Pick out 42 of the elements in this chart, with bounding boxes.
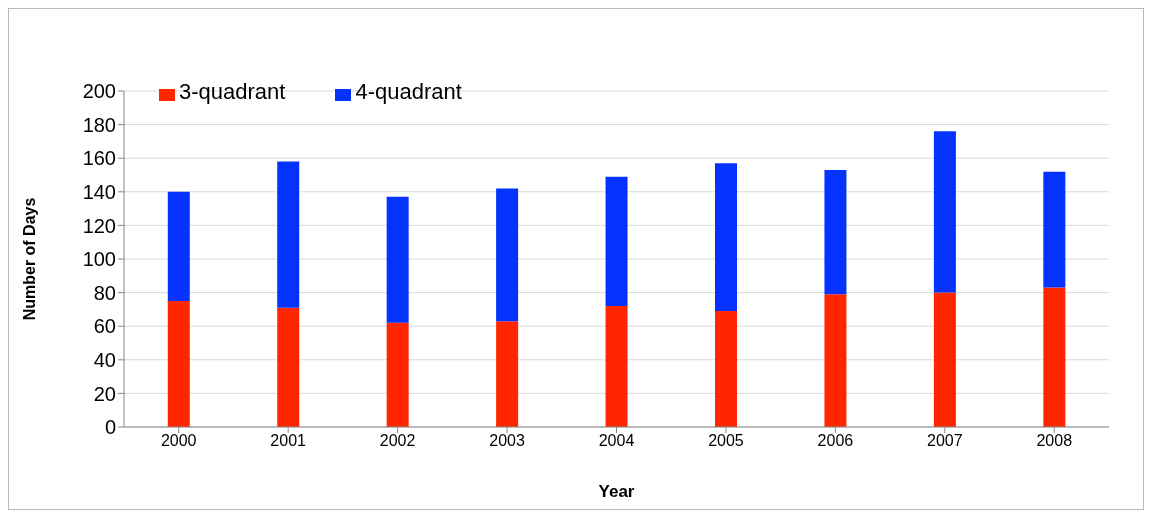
bar <box>496 188 519 322</box>
x-axis-title: Year <box>598 482 635 501</box>
bar <box>933 131 956 293</box>
bar <box>715 163 737 312</box>
bar <box>605 306 628 427</box>
y-tick-label: 200 <box>82 80 116 103</box>
y-tick-label: 20 <box>93 382 116 405</box>
y-tick-label: 120 <box>82 214 116 237</box>
y-tick-label: 60 <box>93 315 116 338</box>
bar <box>167 191 190 301</box>
legend-label: 4-quadrant <box>355 79 462 104</box>
y-tick-label: 0 <box>104 416 116 439</box>
bar <box>605 176 628 307</box>
bar <box>277 161 300 308</box>
x-tick-label: 2007 <box>927 432 963 450</box>
y-tick-label: 160 <box>82 147 116 170</box>
bar <box>824 169 847 295</box>
bar <box>1043 287 1066 427</box>
bar <box>496 321 519 427</box>
y-tick-label: 80 <box>93 281 116 304</box>
x-tick-label: 2005 <box>708 432 744 450</box>
x-tick-label: 2004 <box>598 432 635 450</box>
bar <box>933 292 956 427</box>
x-tick-label: 2003 <box>489 432 525 450</box>
bar <box>824 294 847 427</box>
bar <box>386 322 409 427</box>
y-tick-label: 140 <box>82 180 116 203</box>
legend-label: 3-quadrant <box>179 79 286 104</box>
y-tick-label: 40 <box>93 348 116 371</box>
x-tick-label: 2000 <box>160 432 197 450</box>
bar <box>1043 171 1066 288</box>
x-tick-label: 2001 <box>270 432 307 450</box>
x-tick-label: 2006 <box>817 432 854 450</box>
y-axis-title: Number of Days <box>20 197 38 321</box>
bar <box>167 301 190 427</box>
x-tick-label: 2008 <box>1036 432 1073 450</box>
x-tick-label: 2002 <box>379 432 416 450</box>
bar <box>715 311 737 427</box>
y-tick-label: 180 <box>82 113 116 136</box>
y-tick-label: 100 <box>82 248 116 271</box>
bar <box>386 196 409 323</box>
bar <box>277 307 300 427</box>
